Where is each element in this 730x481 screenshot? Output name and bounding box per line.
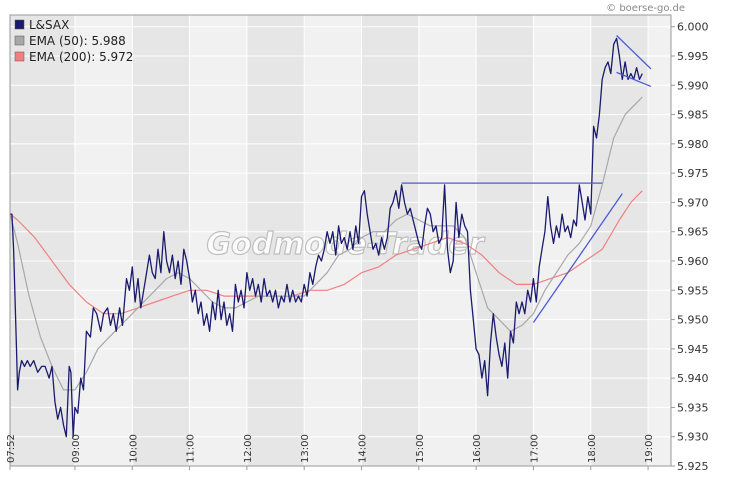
legend-label: EMA (200): 5.972 — [29, 50, 133, 64]
x-tick-label: 18:00 — [587, 434, 598, 463]
y-tick-label: 5.955 — [677, 284, 709, 297]
trendline-layer — [401, 35, 652, 323]
legend-swatch — [14, 19, 25, 30]
legend: L&SAX EMA (50): 5.988 EMA (200): 5.972 — [14, 18, 133, 64]
y-tick-label: 5.985 — [677, 109, 709, 122]
plot-band — [476, 15, 534, 466]
plot-band — [590, 15, 649, 466]
x-tick-label: 11:00 — [186, 434, 197, 463]
y-tick-label: 5.960 — [677, 255, 709, 268]
legend-label: L&SAX — [29, 18, 69, 32]
y-tick-label: 5.950 — [677, 314, 709, 327]
y-tick-label: 6.000 — [677, 21, 709, 34]
x-tick-label: 09:00 — [71, 434, 82, 463]
legend-swatch — [14, 51, 25, 62]
plot-band — [246, 15, 305, 466]
x-tick-label: 16:00 — [472, 434, 483, 463]
legend-label: EMA (50): 5.988 — [29, 34, 126, 48]
x-tick-label: 14:00 — [358, 434, 369, 463]
y-tick-label: 5.925 — [677, 460, 709, 473]
x-tick-label: 15:00 — [415, 434, 426, 463]
trendline-4 — [616, 71, 652, 88]
y-tick-label: 5.970 — [677, 196, 709, 209]
y-tick-label: 5.990 — [677, 79, 709, 92]
y-tick-label: 5.980 — [677, 138, 709, 151]
y-tick-label: 5.975 — [677, 167, 709, 180]
y-tick-label: 5.945 — [677, 343, 709, 356]
series-ema50-line — [9, 96, 643, 391]
series-ema200-line — [9, 190, 643, 315]
y-tick-label: 5.930 — [677, 431, 709, 444]
x-tick-label: 17:00 — [529, 434, 540, 463]
trendline-2 — [532, 193, 623, 323]
x-axis: 07:52 09:00 10:00 11:00 12:00 13:00 14:00 15:00… — [6, 434, 655, 470]
x-tick-label: 10:00 — [128, 434, 139, 463]
y-tick-label: 5.965 — [677, 226, 709, 239]
legend-swatch — [14, 35, 25, 46]
plot-band — [132, 15, 190, 466]
trendline-3 — [616, 35, 652, 70]
x-tick-label: 07:52 — [6, 434, 17, 463]
x-tick-label: 13:00 — [300, 434, 311, 463]
credit-label: © boerse-go.de — [606, 3, 685, 14]
y-tick-label: 5.995 — [677, 50, 709, 63]
x-tick-label: 19:00 — [644, 434, 655, 463]
plot-frame — [9, 14, 672, 467]
plot-band — [10, 15, 75, 466]
series-price-line — [10, 37, 643, 438]
x-tick-label: 12:00 — [243, 434, 254, 463]
series-layer — [9, 37, 643, 438]
y-tick-label: 5.935 — [677, 401, 709, 414]
y-axis: 5.925 5.930 5.935 5.940 5.945 5.950 5.955 5.960… — [671, 21, 709, 473]
y-tick-label: 5.940 — [677, 372, 709, 385]
